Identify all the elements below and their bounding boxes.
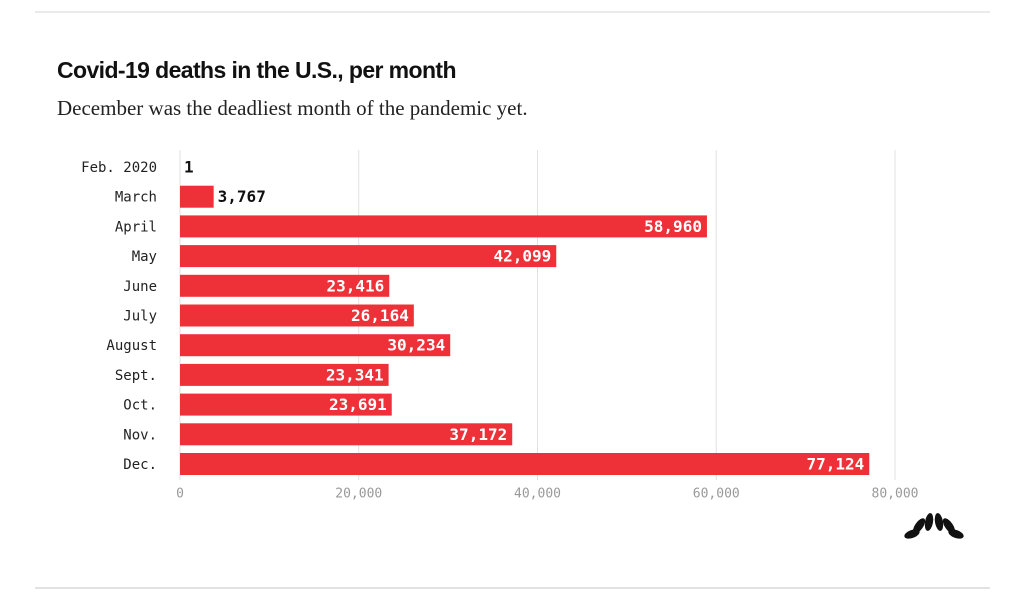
bar	[180, 423, 513, 446]
x-tick-label: 60,000	[693, 487, 740, 502]
bar	[180, 304, 414, 327]
y-tick-label: Dec.	[123, 457, 157, 473]
bar	[180, 215, 707, 238]
value-label: 23,341	[326, 365, 384, 384]
y-tick-label: July	[123, 309, 157, 325]
bar	[180, 363, 389, 386]
y-tick-label: May	[132, 249, 157, 265]
value-label: 26,164	[351, 306, 409, 325]
y-tick-label: March	[115, 190, 157, 206]
x-tick-label: 40,000	[514, 487, 561, 502]
bar	[180, 393, 392, 416]
y-tick-label: Oct.	[123, 398, 157, 414]
value-label: 77,124	[806, 455, 864, 474]
y-tick-label: June	[123, 279, 157, 295]
bar	[180, 185, 214, 208]
value-label: 23,416	[326, 276, 384, 295]
value-label: 42,099	[493, 247, 551, 266]
nbc-logo	[904, 513, 964, 539]
x-tick-label: 80,000	[872, 487, 919, 502]
y-tick-label: April	[115, 219, 157, 235]
bar	[180, 274, 390, 297]
y-tick-label: August	[106, 338, 157, 354]
value-label: 1	[184, 158, 194, 177]
bar	[180, 245, 557, 268]
chart-subtitle: December was the deadliest month of the …	[57, 96, 528, 120]
value-label: 58,960	[644, 217, 702, 236]
y-tick-label: Nov.	[123, 427, 157, 443]
bar	[180, 453, 870, 475]
y-tick-label: Feb. 2020	[81, 160, 157, 176]
value-label: 30,234	[387, 336, 445, 355]
bar	[180, 334, 451, 357]
value-label: 37,172	[449, 425, 507, 444]
y-tick-label: Sept.	[115, 368, 157, 384]
value-label: 3,767	[218, 187, 266, 206]
x-tick-label: 20,000	[335, 487, 382, 502]
x-tick-label: 0	[176, 487, 184, 502]
chart-title: Covid-19 deaths in the U.S., per month	[57, 57, 456, 83]
value-label: 23,691	[329, 395, 387, 414]
